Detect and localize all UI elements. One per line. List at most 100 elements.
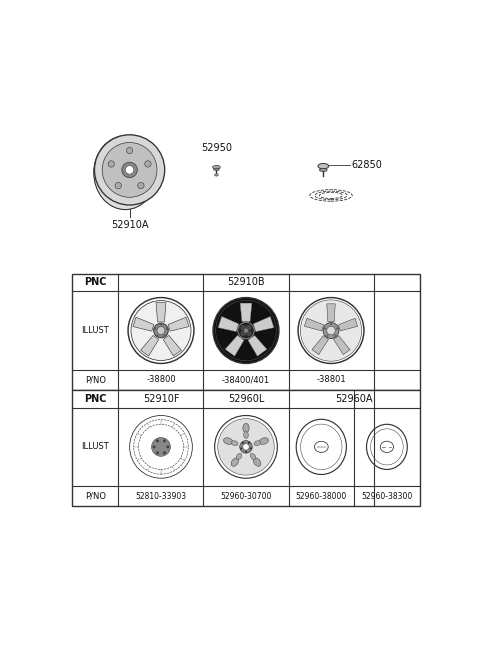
Text: 52910F: 52910F	[143, 394, 179, 404]
Polygon shape	[133, 317, 154, 331]
Circle shape	[157, 327, 165, 334]
Circle shape	[160, 323, 162, 325]
Text: -38800: -38800	[146, 375, 176, 384]
Circle shape	[164, 334, 166, 337]
Polygon shape	[225, 336, 244, 356]
Circle shape	[250, 447, 252, 449]
Text: P/NO: P/NO	[85, 375, 106, 384]
Ellipse shape	[231, 458, 239, 466]
Circle shape	[218, 419, 274, 475]
Circle shape	[154, 323, 168, 338]
Circle shape	[108, 161, 114, 167]
Ellipse shape	[213, 166, 220, 169]
Text: 52960L: 52960L	[228, 394, 264, 404]
Text: PNC: PNC	[84, 277, 107, 288]
Ellipse shape	[320, 168, 327, 171]
Circle shape	[238, 323, 254, 339]
Text: 52960-38300: 52960-38300	[361, 491, 412, 501]
Circle shape	[336, 327, 338, 330]
Circle shape	[327, 327, 336, 335]
Circle shape	[138, 183, 144, 189]
Ellipse shape	[214, 168, 219, 171]
Circle shape	[240, 441, 252, 453]
Circle shape	[213, 298, 279, 363]
Text: 52950: 52950	[201, 143, 232, 153]
Circle shape	[166, 327, 168, 330]
Ellipse shape	[253, 458, 261, 466]
Text: -38400/401: -38400/401	[222, 375, 270, 384]
Ellipse shape	[244, 432, 248, 438]
Polygon shape	[253, 317, 274, 332]
Circle shape	[122, 162, 137, 177]
Circle shape	[243, 443, 249, 450]
Polygon shape	[304, 318, 324, 331]
Circle shape	[247, 325, 251, 330]
Circle shape	[154, 327, 156, 330]
Polygon shape	[163, 336, 181, 356]
Circle shape	[301, 300, 361, 361]
Circle shape	[324, 327, 326, 330]
Circle shape	[242, 442, 244, 444]
Circle shape	[248, 442, 250, 444]
Ellipse shape	[254, 441, 261, 445]
Circle shape	[132, 301, 191, 360]
Text: 52960A: 52960A	[336, 394, 373, 404]
Circle shape	[240, 447, 242, 449]
Text: PNC: PNC	[84, 394, 107, 404]
Ellipse shape	[104, 143, 150, 199]
Polygon shape	[312, 336, 328, 355]
Polygon shape	[240, 303, 252, 321]
Circle shape	[156, 451, 159, 455]
Circle shape	[115, 183, 121, 189]
Ellipse shape	[236, 453, 242, 460]
Circle shape	[145, 161, 151, 167]
Text: P/NO: P/NO	[85, 491, 106, 501]
Circle shape	[247, 331, 251, 336]
Polygon shape	[334, 336, 350, 355]
Polygon shape	[248, 336, 267, 356]
Circle shape	[241, 325, 245, 330]
Ellipse shape	[224, 438, 233, 444]
Ellipse shape	[259, 438, 268, 444]
Circle shape	[163, 440, 166, 442]
Text: ILLUST: ILLUST	[82, 326, 109, 335]
Circle shape	[244, 328, 248, 332]
Circle shape	[95, 135, 165, 205]
Circle shape	[330, 323, 332, 325]
Polygon shape	[156, 303, 166, 322]
Text: 52960-38000: 52960-38000	[296, 491, 347, 501]
Text: ILLUST: ILLUST	[82, 442, 109, 451]
Circle shape	[156, 334, 158, 337]
Circle shape	[163, 451, 166, 455]
Circle shape	[241, 331, 245, 336]
Ellipse shape	[250, 453, 256, 460]
Text: 62850: 62850	[352, 160, 383, 170]
Ellipse shape	[243, 423, 249, 433]
Circle shape	[125, 166, 134, 174]
Polygon shape	[338, 318, 358, 331]
Circle shape	[334, 334, 336, 337]
FancyBboxPatch shape	[72, 390, 420, 507]
Ellipse shape	[231, 441, 238, 445]
Text: 52810-33903: 52810-33903	[135, 491, 187, 501]
Circle shape	[156, 440, 159, 442]
Ellipse shape	[318, 164, 329, 169]
Polygon shape	[168, 317, 189, 331]
Circle shape	[102, 143, 157, 197]
Circle shape	[126, 147, 133, 154]
Circle shape	[153, 445, 156, 449]
Text: 52910B: 52910B	[227, 277, 265, 288]
Polygon shape	[141, 336, 159, 356]
Ellipse shape	[215, 174, 218, 176]
Polygon shape	[218, 317, 239, 332]
Polygon shape	[327, 304, 335, 322]
Text: 52910A: 52910A	[111, 220, 148, 231]
Circle shape	[323, 323, 339, 338]
Circle shape	[245, 451, 247, 453]
FancyBboxPatch shape	[72, 273, 420, 390]
Ellipse shape	[94, 136, 157, 210]
Text: 52960-30700: 52960-30700	[220, 491, 272, 501]
Circle shape	[152, 438, 170, 456]
Text: -38801: -38801	[316, 375, 346, 384]
Circle shape	[326, 334, 328, 337]
